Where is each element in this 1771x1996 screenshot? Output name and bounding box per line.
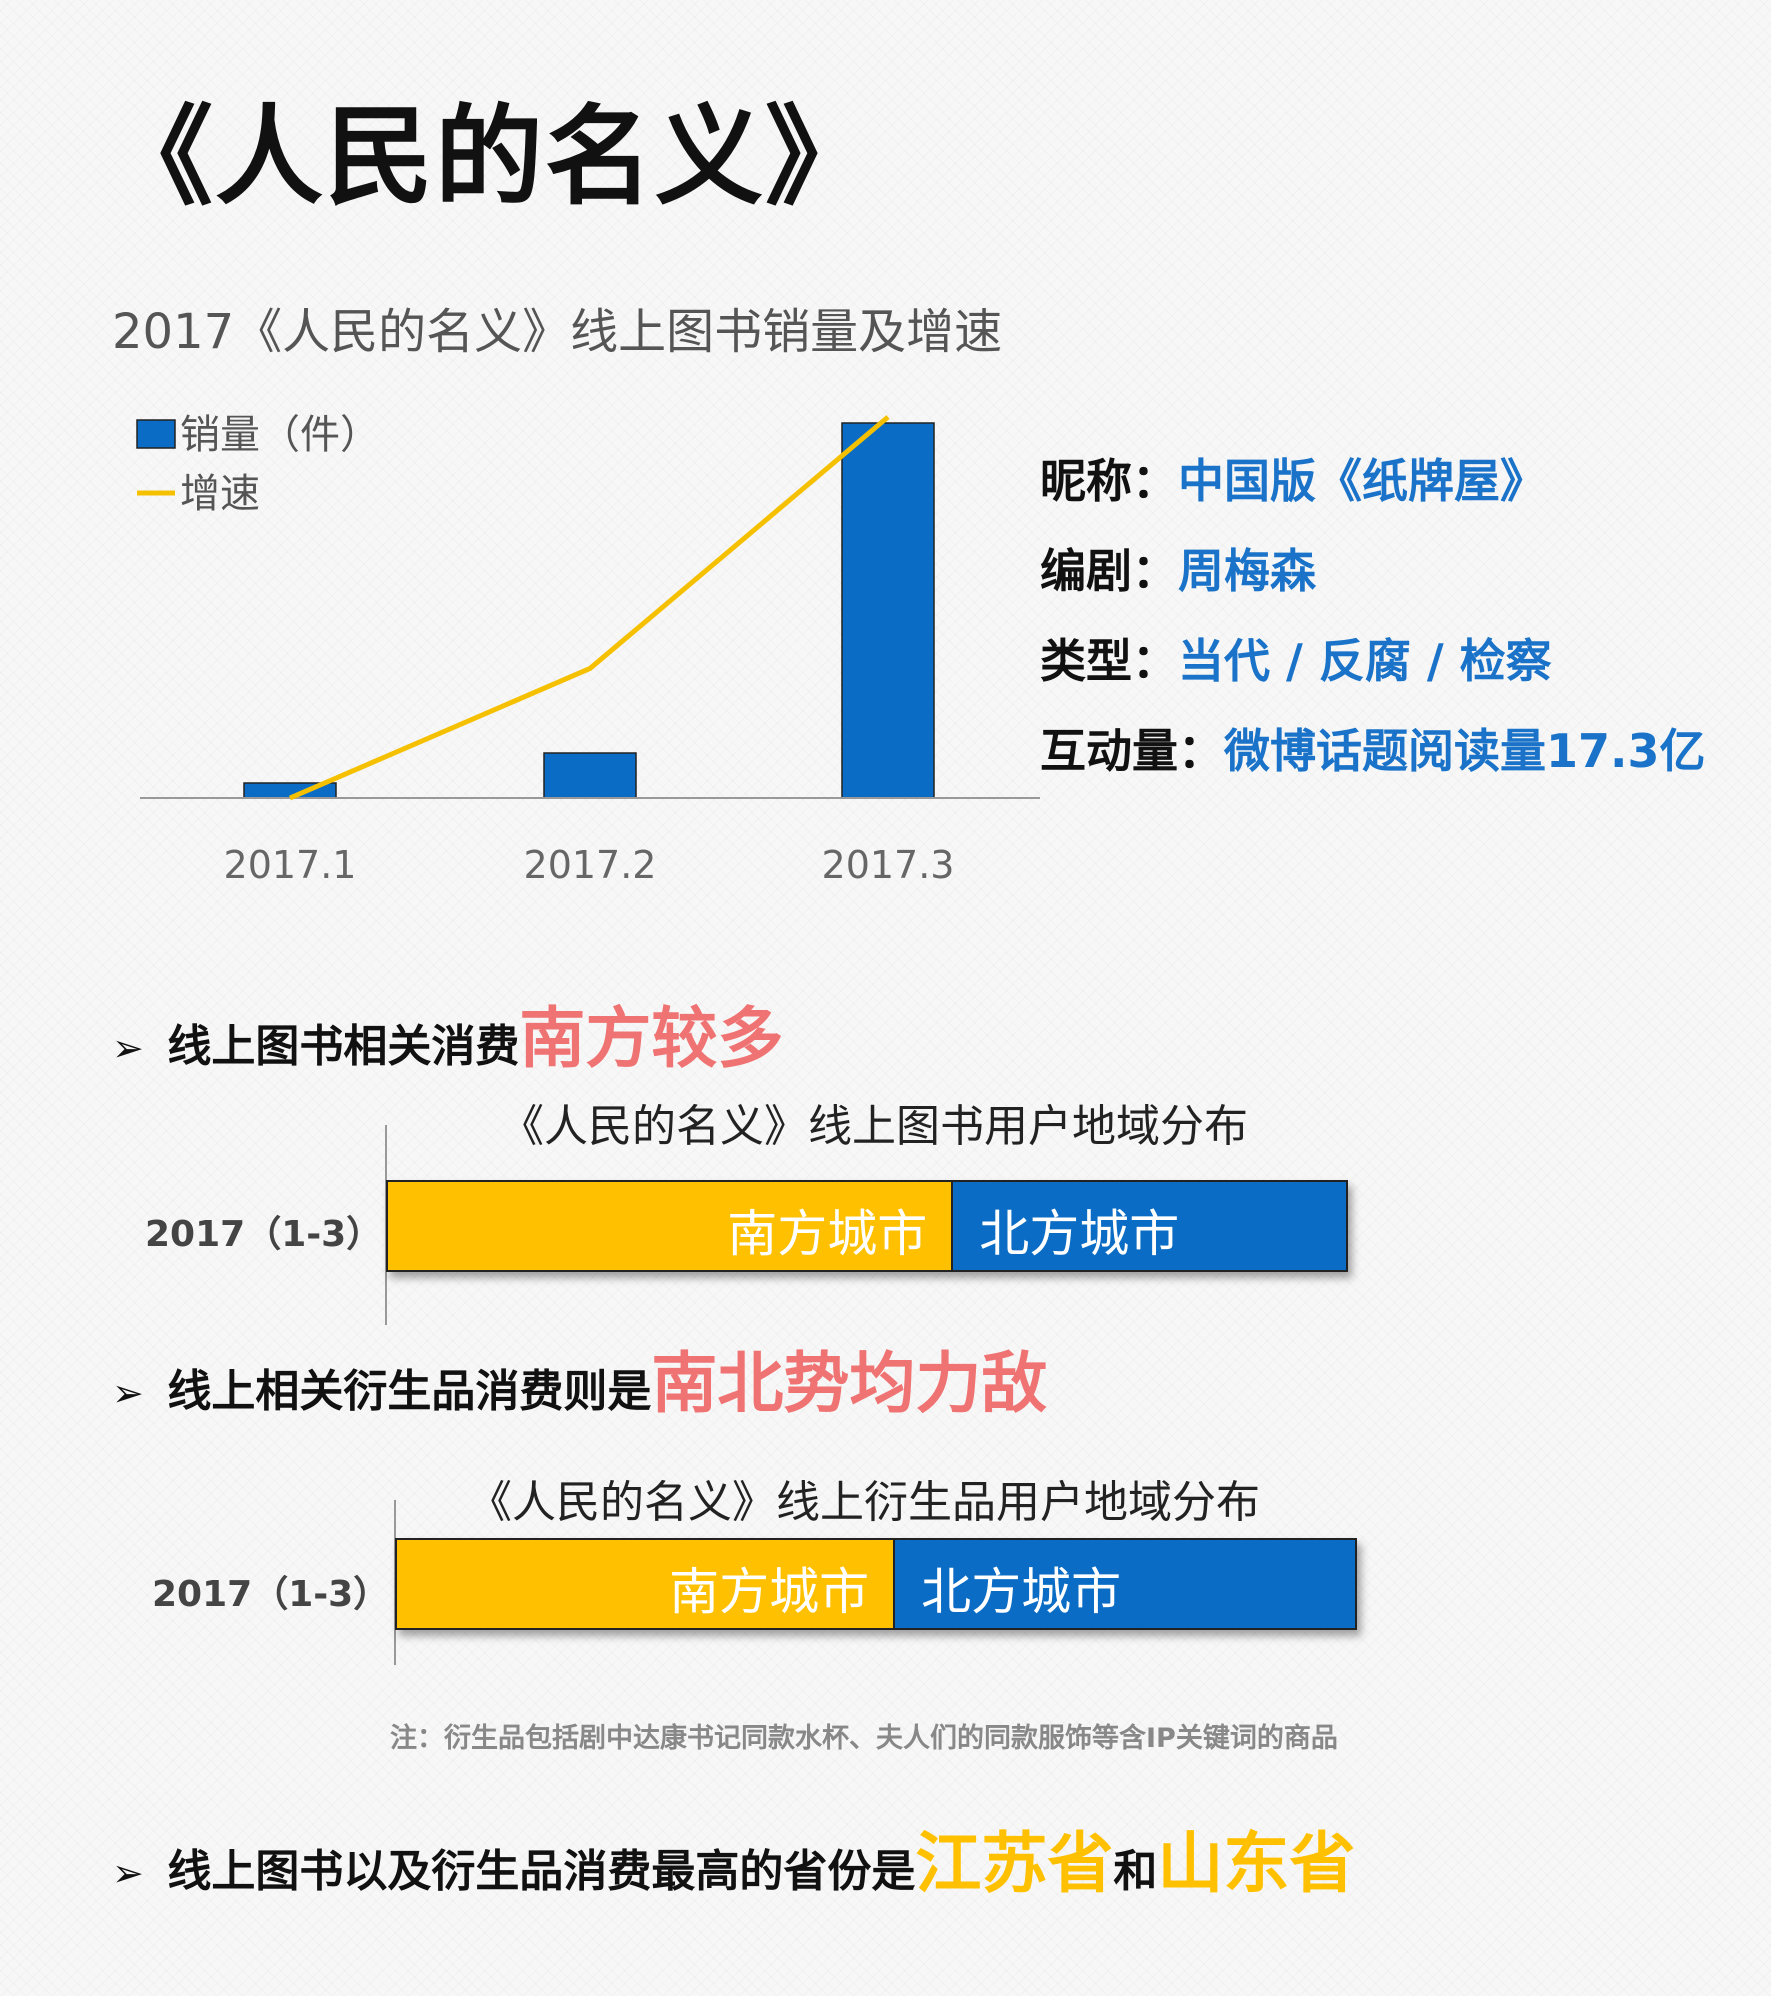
info-key: 昵称：	[1040, 454, 1178, 508]
bullet-text: 线上图书相关消费	[167, 1021, 520, 1072]
bullet-2: ➢ 线上相关衍生品消费则是南北势均力敌	[112, 1330, 1047, 1426]
info-key: 互动量：	[1040, 724, 1224, 778]
segment-north: 北方城市	[895, 1540, 1355, 1628]
legend-bar-label: 销量（件）	[180, 412, 380, 458]
chart1-legend: 销量（件） 增速	[136, 412, 380, 517]
x-tick-labels: 2017.1 2017.2 2017.3	[224, 843, 955, 887]
chart2-stacked-bar: 南方城市 北方城市	[386, 1180, 1348, 1272]
legend-line-label: 增速	[180, 471, 260, 517]
page-title: 《人民的名义》	[105, 95, 876, 220]
bullet-highlight-1: 江苏省	[915, 1825, 1114, 1902]
sales-chart: 销量（件） 增速 2017.1 2017.2 2017.3	[136, 412, 1040, 887]
info-value: 中国版《纸牌屋》	[1178, 454, 1546, 508]
segment-north-label: 北方城市	[979, 1205, 1180, 1263]
chart2-category: 2017（1-3）	[145, 1214, 383, 1255]
chart1-bars	[243, 422, 935, 799]
chart1-title: 2017《人民的名义》线上图书销量及增速	[112, 304, 1003, 360]
x-tick-label: 2017.3	[822, 843, 955, 887]
chart3-title: 《人民的名义》线上衍生品用户地域分布	[468, 1477, 1260, 1528]
bullet-3: ➢ 线上图书以及衍生品消费最高的省份是江苏省和山东省	[112, 1810, 1355, 1906]
bullet-highlight-2: 山东省	[1157, 1825, 1356, 1902]
segment-north-label: 北方城市	[921, 1563, 1122, 1621]
legend-bar-swatch	[136, 419, 176, 449]
segment-south: 南方城市	[397, 1540, 896, 1628]
bar-2017.3	[841, 422, 935, 799]
x-tick-label: 2017.1	[224, 843, 357, 887]
x-tick-label: 2017.2	[524, 843, 657, 887]
bullet-mid: 和	[1113, 1846, 1158, 1897]
info-writer: 编剧：周梅森	[1040, 535, 1316, 601]
segment-south-label: 南方城市	[727, 1205, 928, 1263]
segment-south-label: 南方城市	[669, 1563, 870, 1621]
bullet-highlight: 南北势均力敌	[651, 1345, 1048, 1422]
segment-south: 南方城市	[388, 1182, 954, 1270]
info-key: 类型：	[1040, 634, 1178, 688]
arrow-icon: ➢	[112, 1371, 144, 1415]
footnote: 注：衍生品包括剧中达康书记同款水杯、夫人们的同款服饰等含IP关键词的商品	[390, 1723, 1338, 1754]
bullet-highlight: 南方较多	[519, 1000, 784, 1077]
info-value: 微博话题阅读量17.3亿	[1224, 724, 1706, 778]
info-value: 当代 / 反腐 / 检察	[1178, 634, 1552, 688]
bullet-text: 线上相关衍生品消费则是	[167, 1366, 652, 1417]
info-value: 周梅森	[1178, 544, 1316, 598]
info-interaction: 互动量：微博话题阅读量17.3亿	[1040, 715, 1706, 781]
chart3-category: 2017（1-3）	[152, 1574, 390, 1615]
bar-2017.2	[543, 752, 637, 799]
info-key: 编剧：	[1040, 544, 1178, 598]
growth-line	[289, 415, 890, 801]
chart3-stacked-bar: 南方城市 北方城市	[395, 1538, 1357, 1630]
chart2-title: 《人民的名义》线上图书用户地域分布	[500, 1101, 1248, 1152]
arrow-icon: ➢	[112, 1851, 144, 1895]
segment-north: 北方城市	[953, 1182, 1346, 1270]
info-nickname: 昵称：中国版《纸牌屋》	[1040, 445, 1546, 511]
arrow-icon: ➢	[112, 1026, 144, 1070]
info-genre: 类型：当代 / 反腐 / 检察	[1040, 625, 1552, 691]
bullet-1: ➢ 线上图书相关消费南方较多	[112, 985, 783, 1081]
bullet-text: 线上图书以及衍生品消费最高的省份是	[167, 1846, 916, 1897]
